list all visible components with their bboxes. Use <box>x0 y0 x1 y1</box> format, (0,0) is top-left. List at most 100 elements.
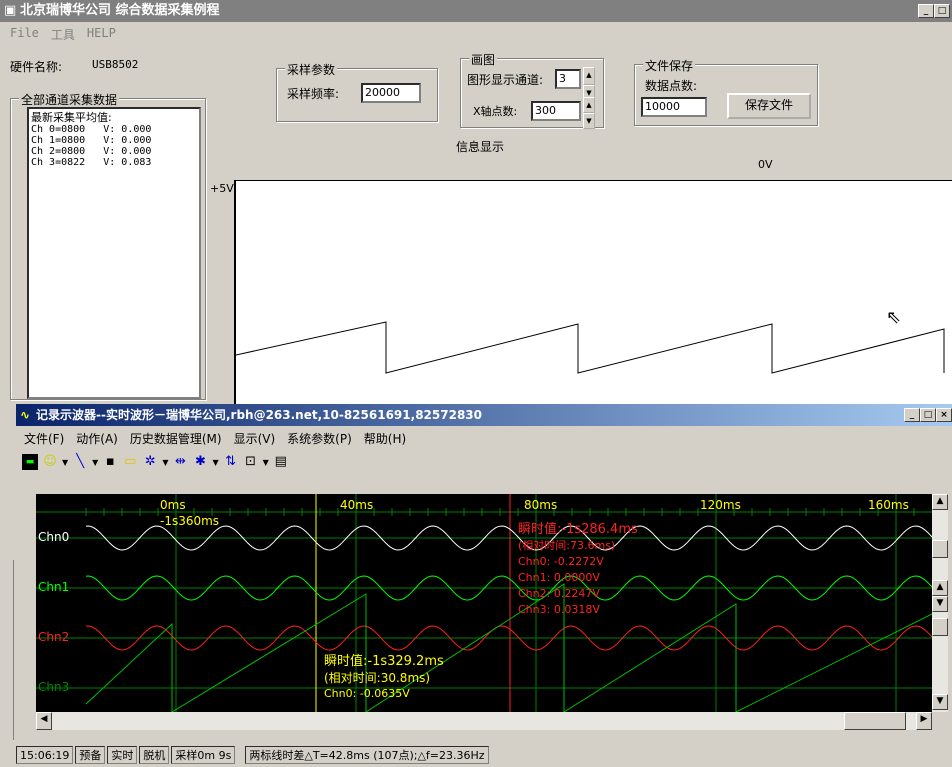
maximize-button[interactable]: □ <box>934 4 950 18</box>
scope-menu-help[interactable]: 帮助(H) <box>363 432 407 446</box>
status-offline: 脱机 <box>139 746 170 764</box>
scope-menu-display[interactable]: 显示(V) <box>233 432 276 446</box>
main-window-title: 北京瑞博华公司 综合数据采集例程 <box>20 3 220 18</box>
sampling-title: 采样参数 <box>285 61 338 78</box>
data-points-label: 数据点数: <box>645 79 698 93</box>
status-ready: 预备 <box>75 746 106 764</box>
channel-label-chn0: Chn0 <box>38 530 70 544</box>
scope-vertical-scrollbar[interactable]: ▲ ▲ ▼ ▼ <box>932 494 948 712</box>
all-channels-title: 全部通道采集数据 <box>19 91 120 108</box>
list-line: 最新采集平均值: <box>31 111 112 124</box>
dropdown-arrow-icon[interactable]: ▼ <box>92 457 99 467</box>
scroll-left-button[interactable]: ◀ <box>36 712 52 730</box>
status-delta: 两标线时差△T=42.8ms (107点);△f=23.36Hz <box>245 746 489 764</box>
compress-vertical-icon[interactable]: ⇅ <box>225 454 237 469</box>
status-sample-time: 采样0m 9s <box>171 746 236 764</box>
scope-app-icon: ∿ <box>20 408 31 422</box>
expand-horizontal-icon[interactable]: ✲ <box>144 454 156 469</box>
main-title-bar: ▣ 北京瑞博华公司 综合数据采集例程 _ □ <box>0 0 952 22</box>
folder-icon[interactable]: ▭ <box>124 454 137 469</box>
scope-horizontal-scrollbar[interactable]: ◀ ▶ <box>36 712 932 730</box>
channel-label-chn1: Chn1 <box>38 580 70 594</box>
list-line: Ch 0=0800 V: 0.000 <box>31 124 152 135</box>
menu-help[interactable]: HELP <box>86 26 116 40</box>
red-cursor-readout: 瞬时值:-1s286.4ms (相对时间:73.6ms) Chn0: -0.22… <box>518 522 638 618</box>
smiley-icon[interactable]: ☺ <box>43 454 57 469</box>
yellow-cursor-readout: 瞬时值:-1s329.2ms (相对时间:30.8ms) Chn0: -0.06… <box>324 654 444 702</box>
xaxis-points-input[interactable]: 300 <box>531 101 581 121</box>
waveform-chn0 <box>85 525 932 551</box>
yellow-cursor-top-label: -1s360ms <box>160 514 220 528</box>
plot-group: 画图 图形显示通道: 3 ▲ ▼ X轴点数: 300 ▲ ▼ <box>460 51 604 129</box>
xaxis-points-spinner[interactable]: ▲ ▼ <box>583 97 595 129</box>
expand-vertical-icon[interactable]: ✱ <box>195 454 206 469</box>
main-window-controls: _ □ <box>918 4 950 18</box>
list-line: Ch 1=0800 V: 0.000 <box>31 135 152 146</box>
scroll-up-button-2[interactable]: ▲ <box>932 580 948 596</box>
channel-listbox[interactable]: 最新采集平均值: Ch 0=0800 V: 0.000 Ch 1=0800 V:… <box>27 107 201 399</box>
grid-icon[interactable]: ⊡ <box>245 454 257 469</box>
waveform-chn3 <box>85 583 932 712</box>
scope-minimize-button[interactable]: _ <box>904 408 920 422</box>
time-tick-label: 80ms <box>524 498 558 512</box>
main-menu-bar: File 工具 HELP <box>10 26 116 43</box>
dropdown-arrow-icon[interactable]: ▼ <box>162 457 169 467</box>
scope-waveforms <box>36 494 932 712</box>
scroll-thumb-2[interactable] <box>932 618 948 636</box>
filesave-group: 文件保存 数据点数: 10000 保存文件 <box>634 57 818 126</box>
plot-title: 画图 <box>469 51 498 68</box>
dropdown-arrow-icon[interactable]: ▼ <box>62 457 69 467</box>
scope-menu-file[interactable]: 文件(F) <box>24 432 65 446</box>
mouse-cursor-icon: ⇖ <box>886 307 902 328</box>
yellow-cursor-line: Chn0: -0.0635V <box>324 687 410 700</box>
filesave-title: 文件保存 <box>643 57 696 74</box>
hscroll-thumb[interactable] <box>844 712 906 730</box>
yellow-cursor-line: 瞬时值:-1s329.2ms <box>324 654 444 669</box>
save-file-button[interactable]: 保存文件 <box>727 93 811 119</box>
display-channel-label: 图形显示通道: <box>467 73 544 87</box>
display-channel-input[interactable]: 3 <box>555 69 581 89</box>
red-cursor-line: Chn1: 0.0000V <box>518 571 600 584</box>
sampling-group: 采样参数 采样频率: 20000 <box>276 61 438 122</box>
scroll-down-button[interactable]: ▼ <box>932 596 948 612</box>
scope-menu-action[interactable]: 动作(A) <box>76 432 118 446</box>
compress-horizontal-icon[interactable]: ⇹ <box>175 454 186 469</box>
scroll-thumb[interactable] <box>932 540 948 558</box>
menu-file[interactable]: File <box>10 26 39 40</box>
window-icon[interactable]: ▤ <box>274 454 287 469</box>
scope-display[interactable]: 0ms 40ms 80ms 120ms 160ms -1s360ms Chn0 … <box>36 494 932 712</box>
monitor-icon[interactable]: ▬ <box>22 454 38 470</box>
scroll-right-button[interactable]: ▶ <box>916 712 932 730</box>
pen-icon[interactable]: ╲ <box>76 454 85 469</box>
scope-maximize-button[interactable]: □ <box>920 408 936 422</box>
scope-close-button[interactable]: × <box>936 408 952 422</box>
plot-top-label: +5V <box>210 182 234 195</box>
scope-menu-history[interactable]: 历史数据管理(M) <box>129 432 222 446</box>
sampling-freq-label: 采样频率: <box>287 87 340 101</box>
time-tick-label: 40ms <box>340 498 374 512</box>
main-plot-area: ⇖ <box>234 180 952 404</box>
red-cursor-line: 瞬时值:-1s286.4ms <box>518 522 638 537</box>
dropdown-arrow-icon[interactable]: ▼ <box>262 457 269 467</box>
scroll-up-button[interactable]: ▲ <box>932 494 948 510</box>
scope-toolbar: ▬ ☺ ▼ ╲ ▼ ▪ ▭ ✲ ▼ ⇹ ✱ ▼ ⇅ ⊡ ▼ ▤ <box>22 454 289 470</box>
save-icon[interactable]: ▪ <box>105 454 115 469</box>
scope-menu-params[interactable]: 系统参数(P) <box>287 432 352 446</box>
minimize-button[interactable]: _ <box>918 4 934 18</box>
scope-window-title: 记录示波器--实时波形－瑞博华公司,rbh@263.net,10-8256169… <box>36 408 482 422</box>
scope-menu-bar: 文件(F) 动作(A) 历史数据管理(M) 显示(V) 系统参数(P) 帮助(H… <box>24 430 406 447</box>
dropdown-arrow-icon[interactable]: ▼ <box>212 457 219 467</box>
menu-tools[interactable]: 工具 <box>50 28 75 42</box>
data-points-input[interactable]: 10000 <box>641 97 707 117</box>
list-line: Ch 3=0822 V: 0.083 <box>31 157 152 168</box>
red-cursor-line: Chn3: 0.0318V <box>518 603 600 616</box>
sampling-freq-input[interactable]: 20000 <box>361 83 421 103</box>
scroll-down-button-2[interactable]: ▼ <box>932 694 948 710</box>
yellow-cursor-line: (相对时间:30.8ms) <box>324 671 431 685</box>
status-bar: 15:06:19 预备 实时 脱机 采样0m 9s 两标线时差△T=42.8ms… <box>0 744 952 766</box>
time-tick-label: 160ms <box>868 498 909 512</box>
info-display-label: 信息显示 <box>456 140 505 154</box>
all-channels-group: 全部通道采集数据 最新采集平均值: Ch 0=0800 V: 0.000 Ch … <box>10 91 206 400</box>
time-tick-label: 120ms <box>700 498 741 512</box>
plot-zero-label: 0V <box>758 158 773 171</box>
